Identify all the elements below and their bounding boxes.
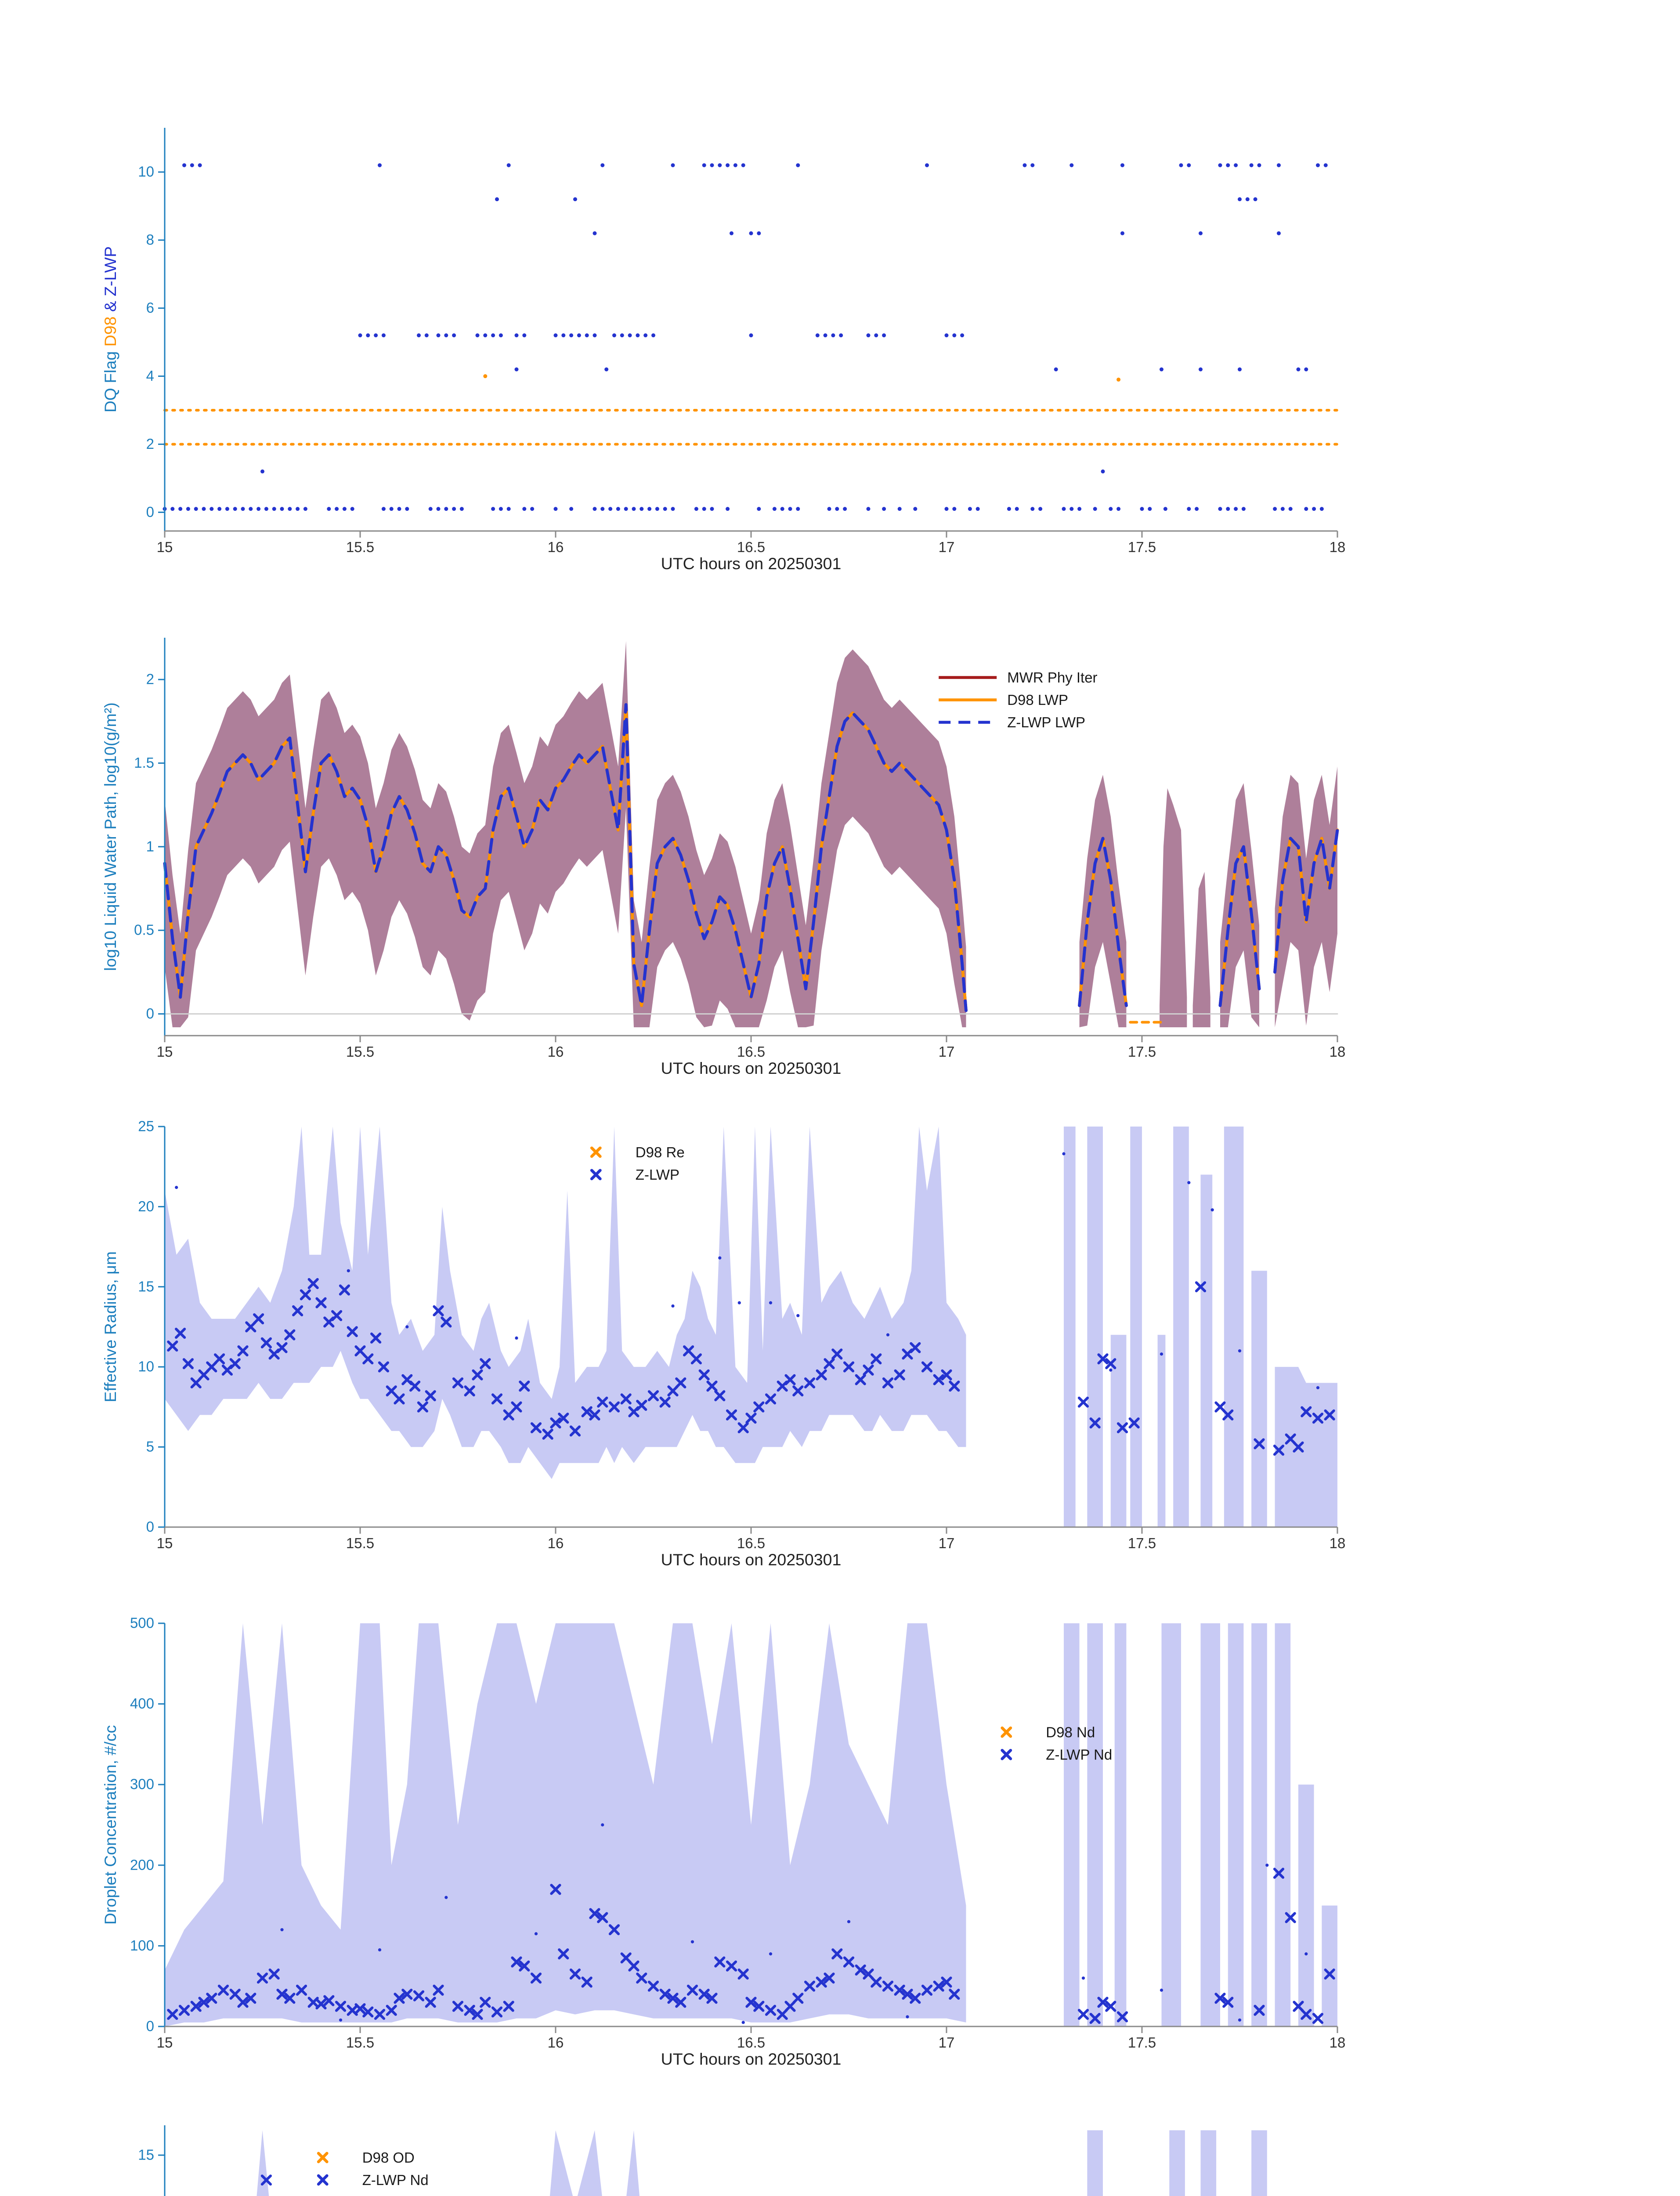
- xlabel-panel-1: UTC hours on 20250301: [661, 555, 842, 573]
- svg-text:D98 Re: D98 Re: [636, 1144, 685, 1160]
- svg-text:16.5: 16.5: [737, 2034, 765, 2051]
- svg-text:5: 5: [146, 1438, 154, 1455]
- svg-text:400: 400: [130, 1695, 154, 1712]
- svg-text:0: 0: [146, 1519, 154, 1535]
- svg-text:2: 2: [146, 436, 154, 452]
- svg-text:15: 15: [138, 2147, 154, 2163]
- svg-text:18: 18: [1330, 539, 1346, 555]
- svg-text:16.5: 16.5: [737, 539, 765, 555]
- svg-text:D98 OD: D98 OD: [362, 2149, 415, 2166]
- svg-text:0: 0: [146, 2018, 154, 2034]
- lwp-ylabel: log10 Liquid Water Path, log10(g/m²): [101, 702, 120, 971]
- svg-text:17: 17: [939, 1535, 955, 1551]
- svg-text:15: 15: [157, 539, 173, 555]
- svg-text:15.5: 15.5: [346, 539, 374, 555]
- svg-text:0.5: 0.5: [134, 922, 154, 938]
- xlabel-panel-3: UTC hours on 20250301: [661, 1551, 842, 1569]
- svg-text:8: 8: [146, 231, 154, 248]
- svg-text:MWR Phy Iter: MWR Phy Iter: [1007, 669, 1097, 686]
- svg-text:Z-LWP: Z-LWP: [636, 1167, 679, 1183]
- svg-text:18: 18: [1330, 1044, 1346, 1060]
- svg-text:4: 4: [146, 368, 154, 384]
- svg-text:D98 LWP: D98 LWP: [1007, 692, 1068, 708]
- svg-text:Z-LWP Nd: Z-LWP Nd: [362, 2172, 429, 2188]
- svg-text:10: 10: [138, 163, 154, 180]
- svg-text:15.5: 15.5: [346, 1044, 374, 1060]
- svg-text:25: 25: [138, 1118, 154, 1134]
- ylabel-part-d98: D98: [101, 316, 120, 347]
- svg-text:15.5: 15.5: [346, 2034, 374, 2051]
- ylabel-part-dqflag: DQ Flag: [101, 347, 120, 413]
- svg-text:Z-LWP LWP: Z-LWP LWP: [1007, 714, 1085, 730]
- svg-text:300: 300: [130, 1776, 154, 1792]
- svg-text:16: 16: [548, 1535, 564, 1551]
- dq-flag-panel: 15 15.5 16 16.5 17 17.5 18 0 2 4 6 8 10: [138, 128, 1345, 555]
- svg-text:0: 0: [146, 1005, 154, 1022]
- svg-text:D98 Nd: D98 Nd: [1046, 1724, 1095, 1740]
- effective-radius-ylabel: Effective Radius, μm: [101, 1251, 120, 1402]
- effective-radius-panel: 15 15.5 16 16.5 17 17.5 18 0 5 10 15 20 25 D98 Re Z-LW…: [138, 1118, 1345, 1552]
- svg-text:16: 16: [548, 1044, 564, 1060]
- svg-text:100: 100: [130, 1937, 154, 1954]
- svg-text:17.5: 17.5: [1128, 539, 1156, 555]
- svg-text:16.5: 16.5: [737, 1044, 765, 1060]
- svg-text:1: 1: [146, 838, 154, 854]
- svg-text:20: 20: [138, 1198, 154, 1214]
- svg-text:10: 10: [138, 1358, 154, 1375]
- svg-text:1.5: 1.5: [134, 755, 154, 771]
- svg-text:18: 18: [1330, 1535, 1346, 1551]
- svg-text:15: 15: [138, 1278, 154, 1294]
- xlabel-panel-2: UTC hours on 20250301: [661, 1059, 842, 1078]
- svg-text:2: 2: [146, 671, 154, 687]
- svg-text:17: 17: [939, 539, 955, 555]
- svg-text:6: 6: [146, 300, 154, 316]
- xlabel-panel-4: UTC hours on 20250301: [661, 2050, 842, 2069]
- svg-text:500: 500: [130, 1615, 154, 1631]
- svg-text:200: 200: [130, 1856, 154, 1873]
- svg-text:16: 16: [548, 2034, 564, 2051]
- svg-text:17: 17: [939, 2034, 955, 2051]
- svg-text:17.5: 17.5: [1128, 2034, 1156, 2051]
- svg-text:17.5: 17.5: [1128, 1044, 1156, 1060]
- svg-text:Z-LWP Nd: Z-LWP Nd: [1046, 1746, 1112, 1763]
- lwp-panel: 15 15.5 16 16.5 17 17.5 18 0 0.5 1 1.5 2 MWR Phy Ite…: [134, 638, 1345, 1060]
- ylabel-part-zlwp: & Z-LWP: [101, 246, 120, 317]
- svg-text:15: 15: [157, 1044, 173, 1060]
- svg-text:17.5: 17.5: [1128, 1535, 1156, 1551]
- svg-text:16.5: 16.5: [737, 1535, 765, 1551]
- svg-text:17: 17: [939, 1044, 955, 1060]
- svg-text:0: 0: [146, 504, 154, 520]
- svg-text:16: 16: [548, 539, 564, 555]
- svg-text:15: 15: [157, 2034, 173, 2051]
- droplet-concentration-ylabel: Droplet Concentration, #/cc: [101, 1725, 120, 1925]
- svg-text:18: 18: [1330, 2034, 1346, 2051]
- dq-flag-ylabel: DQ Flag D98 & Z-LWP: [101, 246, 120, 413]
- droplet-concentration-panel: 15 15.5 16 16.5 17 17.5 18 0 100 200 300 400 500 D98 …: [130, 1615, 1345, 2051]
- svg-text:15: 15: [157, 1535, 173, 1551]
- svg-text:15.5: 15.5: [346, 1535, 374, 1551]
